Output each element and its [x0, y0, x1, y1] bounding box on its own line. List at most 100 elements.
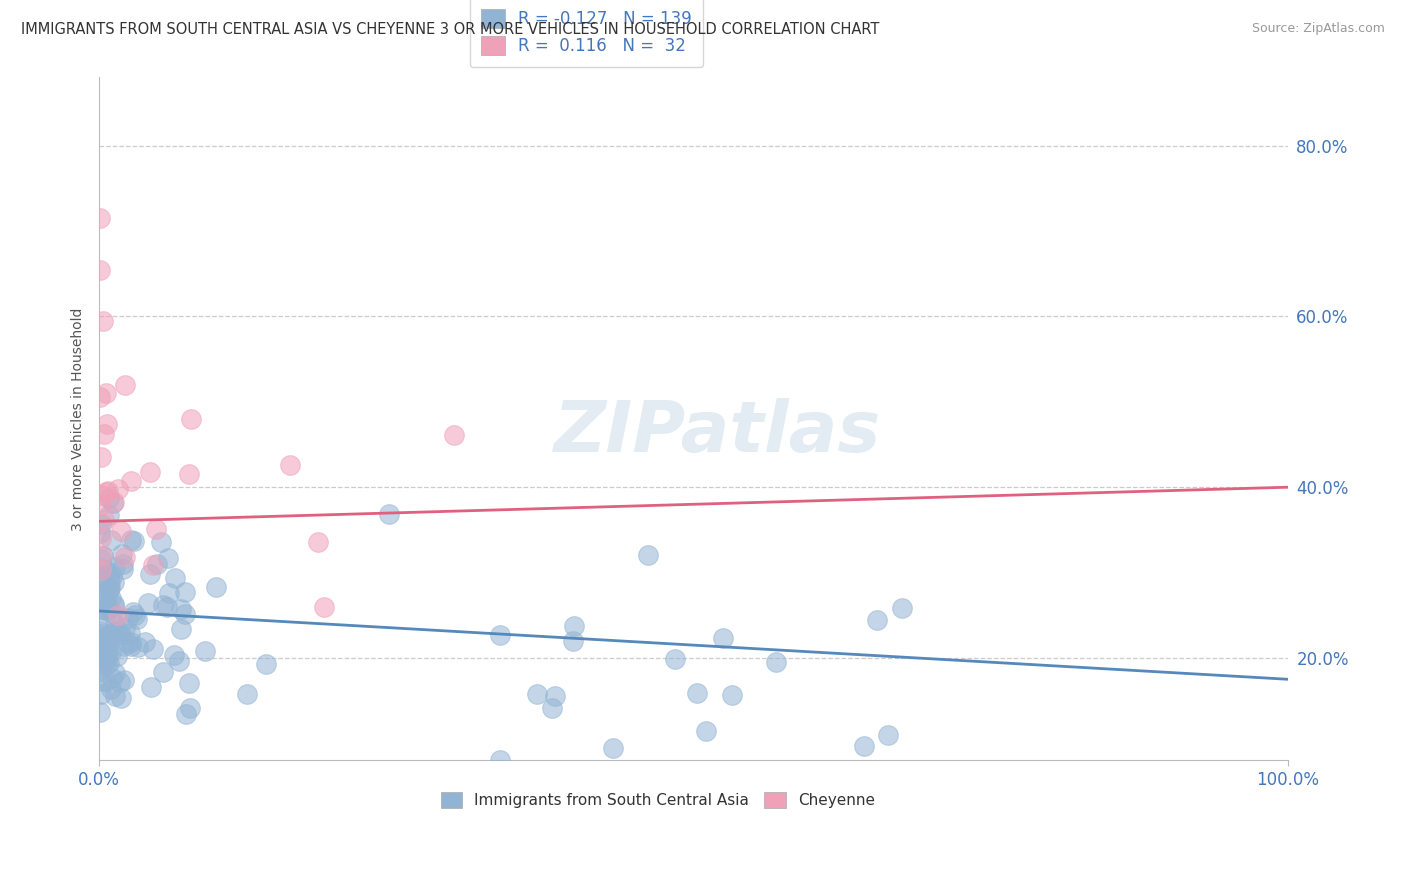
- Point: [89, 262, 111, 277]
- Point: [149, 535, 172, 549]
- Point: [90, 627, 112, 641]
- Point: [103, 597, 125, 611]
- Point: [97, 630, 120, 644]
- Point: [94, 602, 117, 616]
- Point: [312, 600, 335, 615]
- Point: [97, 648, 120, 662]
- Point: [561, 633, 583, 648]
- Point: [152, 665, 174, 680]
- Point: [686, 685, 709, 699]
- Point: [98, 582, 121, 596]
- Point: [695, 724, 717, 739]
- Point: [89, 648, 111, 662]
- Point: [120, 634, 142, 648]
- Point: [94, 658, 117, 673]
- Point: [163, 571, 186, 585]
- Point: [120, 533, 142, 547]
- Point: [157, 551, 180, 566]
- Point: [139, 680, 162, 694]
- Point: [117, 636, 139, 650]
- Point: [114, 377, 136, 392]
- Point: [101, 671, 124, 685]
- Point: [90, 488, 112, 502]
- Point: [101, 495, 124, 509]
- Point: [98, 580, 121, 594]
- Point: [205, 580, 228, 594]
- Point: [145, 523, 167, 537]
- Point: [103, 599, 125, 614]
- Point: [93, 642, 115, 657]
- Point: [100, 645, 122, 659]
- Point: [97, 583, 120, 598]
- Point: [89, 653, 111, 667]
- Point: [157, 586, 180, 600]
- Point: [105, 648, 128, 663]
- Point: [155, 599, 177, 614]
- Point: [127, 640, 149, 655]
- Text: IMMIGRANTS FROM SOUTH CENTRAL ASIA VS CHEYENNE 3 OR MORE VEHICLES IN HOUSEHOLD C: IMMIGRANTS FROM SOUTH CENTRAL ASIA VS CH…: [21, 22, 880, 37]
- Point: [94, 564, 117, 578]
- Legend: Immigrants from South Central Asia, Cheyenne: Immigrants from South Central Asia, Chey…: [434, 786, 882, 814]
- Point: [100, 607, 122, 621]
- Point: [112, 673, 135, 687]
- Point: [98, 508, 121, 522]
- Point: [104, 616, 127, 631]
- Point: [194, 644, 217, 658]
- Point: [117, 610, 139, 624]
- Point: [90, 563, 112, 577]
- Point: [91, 562, 114, 576]
- Point: [177, 467, 200, 482]
- Point: [111, 562, 134, 576]
- Point: [90, 634, 112, 648]
- Point: [122, 533, 145, 548]
- Point: [96, 598, 118, 612]
- Point: [138, 465, 160, 479]
- Point: [94, 634, 117, 648]
- Point: [90, 450, 112, 465]
- Point: [564, 619, 586, 633]
- Point: [174, 584, 197, 599]
- Point: [89, 500, 111, 514]
- Point: [96, 643, 118, 657]
- Point: [100, 533, 122, 547]
- Point: [96, 652, 118, 666]
- Point: [179, 676, 201, 690]
- Point: [142, 642, 165, 657]
- Point: [89, 665, 111, 679]
- Point: [378, 507, 401, 521]
- Point: [93, 513, 115, 527]
- Point: [101, 569, 124, 583]
- Point: [94, 610, 117, 624]
- Point: [98, 491, 121, 505]
- Point: [541, 700, 564, 714]
- Point: [853, 739, 876, 753]
- Point: [146, 557, 169, 571]
- Point: [125, 611, 148, 625]
- Point: [114, 621, 136, 635]
- Point: [890, 600, 912, 615]
- Point: [107, 624, 129, 638]
- Point: [103, 495, 125, 509]
- Point: [170, 601, 193, 615]
- Point: [91, 655, 114, 669]
- Point: [111, 557, 134, 571]
- Point: [110, 690, 132, 705]
- Point: [91, 549, 114, 563]
- Point: [866, 613, 889, 627]
- Point: [96, 595, 118, 609]
- Point: [765, 656, 787, 670]
- Point: [98, 574, 121, 589]
- Point: [96, 417, 118, 432]
- Point: [90, 631, 112, 645]
- Point: [111, 548, 134, 562]
- Point: [162, 648, 184, 662]
- Point: [90, 531, 112, 545]
- Point: [877, 728, 900, 742]
- Text: ZIPatlas: ZIPatlas: [554, 398, 882, 467]
- Point: [94, 639, 117, 653]
- Point: [90, 551, 112, 566]
- Point: [96, 629, 118, 643]
- Point: [89, 706, 111, 720]
- Point: [114, 549, 136, 564]
- Point: [90, 516, 112, 531]
